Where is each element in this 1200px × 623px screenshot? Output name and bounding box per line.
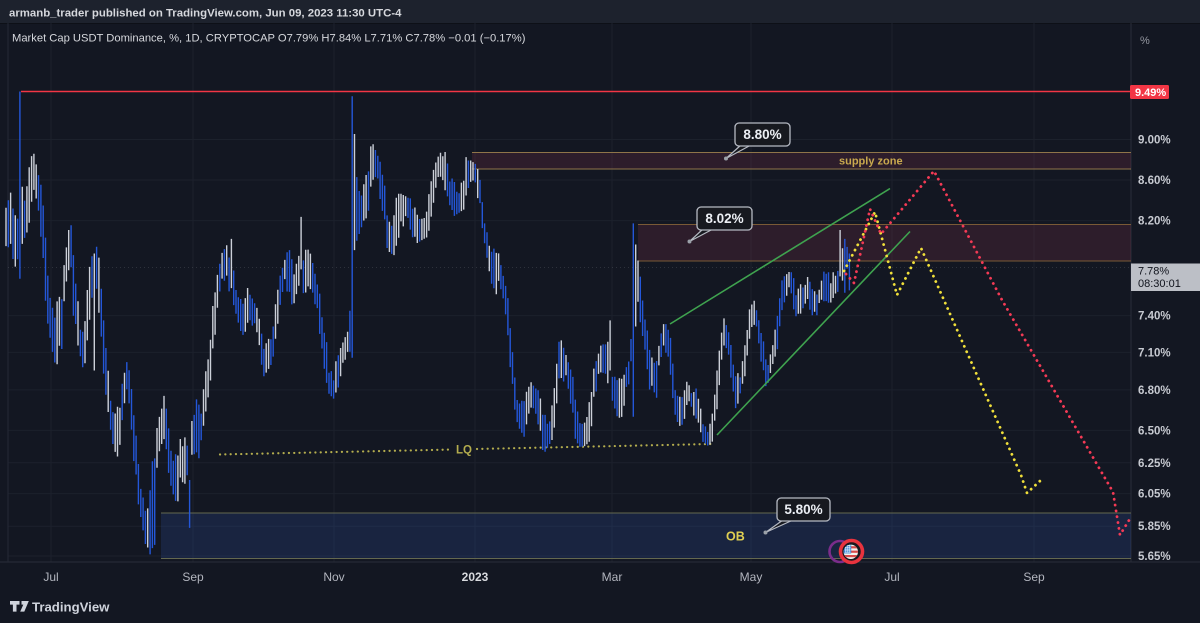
svg-text:8.80%: 8.80% — [743, 127, 781, 142]
svg-text:2023: 2023 — [462, 570, 489, 584]
svg-text:6.25%: 6.25% — [1138, 458, 1171, 470]
svg-text:7.40%: 7.40% — [1138, 311, 1171, 323]
svg-text:5.80%: 5.80% — [784, 502, 822, 517]
svg-text:Mar: Mar — [602, 570, 623, 584]
svg-text:7.78%: 7.78% — [1138, 266, 1169, 278]
svg-text:8.60%: 8.60% — [1138, 175, 1171, 187]
svg-text:8.02%: 8.02% — [705, 211, 743, 226]
svg-text:armanb_trader published on Tra: armanb_trader published on TradingView.c… — [9, 8, 402, 20]
svg-text:8.20%: 8.20% — [1138, 216, 1171, 228]
svg-text:Market Cap USDT Dominance, %,: Market Cap USDT Dominance, %, 1D, CRYPTO… — [12, 33, 526, 45]
svg-text:9.00%: 9.00% — [1138, 135, 1171, 147]
svg-text:5.85%: 5.85% — [1138, 521, 1171, 533]
svg-text:Sep: Sep — [1023, 570, 1045, 584]
svg-text:OB: OB — [726, 530, 745, 544]
svg-text:LQ: LQ — [456, 445, 472, 457]
svg-text:May: May — [740, 570, 763, 584]
svg-text:5.65%: 5.65% — [1138, 551, 1171, 563]
svg-text:Nov: Nov — [323, 570, 344, 584]
svg-text:7.10%: 7.10% — [1138, 347, 1171, 359]
svg-text:08:30:01: 08:30:01 — [1138, 278, 1181, 290]
svg-text:Jul: Jul — [884, 570, 899, 584]
svg-text:6.50%: 6.50% — [1138, 425, 1171, 437]
svg-text:TradingView: TradingView — [32, 600, 110, 615]
svg-text:6.05%: 6.05% — [1138, 489, 1171, 501]
svg-text:%: % — [1140, 35, 1150, 47]
svg-text:Jul: Jul — [43, 570, 58, 584]
svg-text:9.49%: 9.49% — [1135, 87, 1166, 99]
svg-text:6.80%: 6.80% — [1138, 385, 1171, 397]
svg-text:supply zone: supply zone — [839, 156, 903, 168]
svg-text:Sep: Sep — [182, 570, 204, 584]
